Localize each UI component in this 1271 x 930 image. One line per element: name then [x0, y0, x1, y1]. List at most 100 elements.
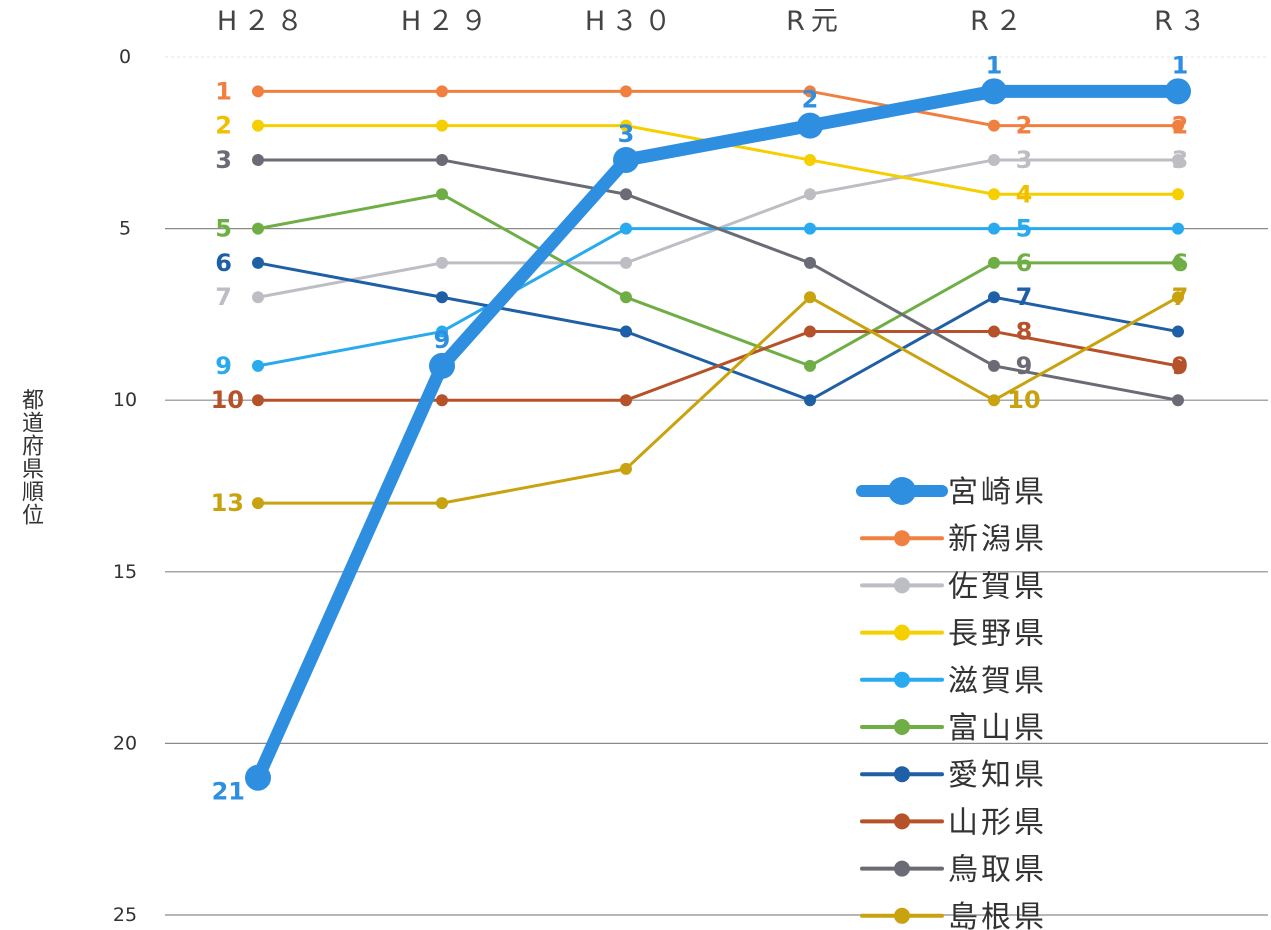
- data-point: [620, 291, 632, 304]
- x-tick-label: R元: [786, 6, 844, 37]
- data-label: 6: [1172, 249, 1189, 277]
- x-tick-label: R３: [1154, 6, 1212, 37]
- data-label: 1: [1172, 51, 1189, 79]
- data-point: [252, 497, 264, 510]
- data-point: [1172, 394, 1184, 407]
- data-point: [988, 222, 1000, 235]
- legend-marker: [894, 719, 910, 735]
- data-point: [988, 325, 1000, 338]
- data-point: [988, 153, 1000, 166]
- data-point: [988, 188, 1000, 201]
- y-axis-label: 都道府県順位: [18, 388, 43, 526]
- data-label: 5: [215, 215, 232, 243]
- series-line: [256, 192, 1180, 368]
- series-line: [251, 84, 1185, 785]
- y-tick-label: 0: [119, 46, 131, 68]
- data-point: [981, 78, 1007, 105]
- data-label: 9: [434, 326, 451, 354]
- data-point: [1172, 256, 1184, 269]
- legend-marker: [894, 907, 910, 924]
- legend-marker: [888, 477, 916, 505]
- data-point: [252, 119, 264, 132]
- data-label: 7: [1172, 283, 1189, 311]
- data-point: [620, 85, 632, 98]
- data-point: [620, 256, 632, 269]
- data-point: [988, 394, 1000, 407]
- data-point: [620, 222, 632, 235]
- legend-marker: [894, 813, 910, 830]
- data-point: [436, 188, 448, 201]
- legend-label: 愛知県: [948, 758, 1047, 793]
- data-point: [429, 352, 455, 379]
- data-point: [252, 256, 264, 269]
- series-line: [256, 89, 1180, 128]
- data-point: [252, 222, 264, 235]
- data-point: [252, 359, 264, 372]
- legend-label: 新潟県: [948, 522, 1047, 557]
- x-tick-label: H３０: [585, 6, 677, 37]
- data-point: [804, 85, 816, 98]
- data-label: 3: [1016, 146, 1033, 174]
- y-tick-label: 5: [119, 218, 131, 240]
- data-point: [804, 256, 816, 269]
- data-label: 6: [1016, 249, 1033, 277]
- legend-label: 島根県: [948, 900, 1047, 930]
- legend-marker: [894, 860, 910, 877]
- data-point: [620, 325, 632, 338]
- data-point: [797, 112, 823, 139]
- data-label: 2: [1172, 112, 1189, 140]
- data-point: [436, 153, 448, 166]
- data-label: 2: [1016, 112, 1033, 140]
- data-label: 1: [215, 77, 232, 105]
- data-point: [804, 291, 816, 304]
- data-label: 3: [618, 120, 635, 148]
- data-label: 2: [802, 86, 819, 114]
- data-label: 5: [1016, 215, 1033, 243]
- series-line: [256, 330, 1180, 402]
- data-point: [436, 291, 448, 304]
- x-tick-label: H２９: [401, 6, 493, 37]
- data-label: 8: [1016, 318, 1033, 346]
- legend-marker: [894, 624, 910, 641]
- data-point: [436, 497, 448, 510]
- data-point: [988, 291, 1000, 304]
- series-line: [256, 227, 1180, 368]
- x-axis-ticks: H２８ H２９ H３０ R元 R２ R３: [217, 6, 1212, 37]
- data-point: [804, 222, 816, 235]
- data-point: [252, 394, 264, 407]
- y-tick-label: 10: [113, 389, 137, 411]
- data-label: 1: [986, 51, 1003, 79]
- legend-marker: [894, 671, 910, 688]
- data-point: [988, 359, 1000, 372]
- x-tick-label: H２８: [217, 6, 309, 37]
- x-tick-label: R２: [970, 6, 1028, 37]
- data-label: 10: [1007, 386, 1040, 414]
- legend-label: 佐賀県: [948, 569, 1047, 604]
- data-point: [804, 325, 816, 338]
- series-line: [256, 158, 1180, 402]
- data-label: 13: [211, 489, 244, 517]
- data-label: 2: [215, 112, 232, 140]
- data-point: [804, 188, 816, 201]
- y-tick-label: 20: [113, 732, 137, 754]
- data-point: [252, 85, 264, 98]
- data-label: 9: [1172, 352, 1189, 380]
- legend-label: 長野県: [948, 617, 1047, 652]
- data-point: [436, 85, 448, 98]
- data-point: [988, 256, 1000, 269]
- data-point: [1172, 325, 1184, 338]
- data-label: 3: [1172, 146, 1189, 174]
- series-line: [256, 295, 1180, 505]
- data-point: [1172, 222, 1184, 235]
- data-label: 9: [215, 352, 232, 380]
- grid-lines: [165, 56, 1268, 916]
- data-point: [620, 462, 632, 475]
- data-point: [1172, 188, 1184, 201]
- legend-label: 鳥取県: [948, 853, 1047, 888]
- data-point: [1172, 119, 1184, 132]
- data-point: [804, 394, 816, 407]
- data-point: [620, 188, 632, 201]
- legend-label: 山形県: [948, 805, 1047, 840]
